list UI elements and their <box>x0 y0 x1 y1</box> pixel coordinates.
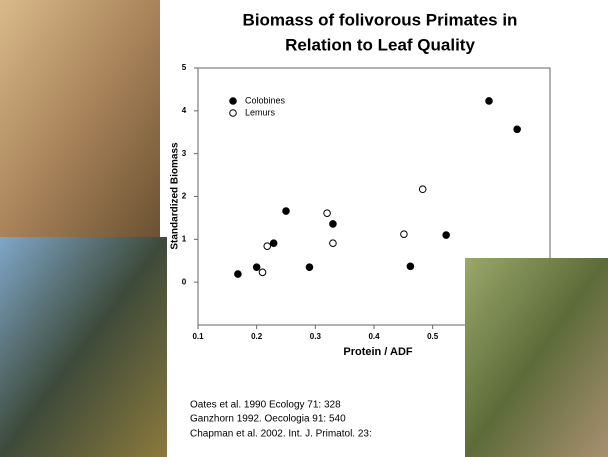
x-tick-label: 0.5 <box>427 332 439 341</box>
point <box>253 264 260 271</box>
x-tick-label: 0.3 <box>310 332 322 341</box>
point <box>419 186 426 193</box>
point <box>401 231 408 238</box>
y-tick-label: 5 <box>182 63 187 72</box>
reference: Oates et al. 1990 Ecology 71: 328 <box>190 400 341 411</box>
y-tick-label: 3 <box>182 149 187 158</box>
point <box>324 210 331 217</box>
point <box>270 240 277 247</box>
y-axis-label: Standardized Biomass <box>170 142 181 250</box>
title-line: Relation to Leaf Quality <box>285 35 475 54</box>
x-tick-label: 0.4 <box>368 332 380 341</box>
point <box>264 243 271 250</box>
photo-sifaka <box>465 258 608 457</box>
legend-label: Colobines <box>245 95 286 105</box>
point <box>259 269 266 276</box>
point <box>330 221 337 228</box>
point <box>283 208 290 215</box>
point <box>235 271 242 278</box>
title-line: Biomass of folivorous Primates in <box>243 10 518 29</box>
legend-label: Lemurs <box>245 107 276 117</box>
x-tick-label: 0.1 <box>192 332 204 341</box>
x-tick-label: 0.2 <box>251 332 263 341</box>
y-tick-label: 4 <box>182 106 187 115</box>
point <box>330 240 337 247</box>
legend-marker <box>230 98 237 105</box>
photo-colobus <box>0 237 167 457</box>
point <box>486 98 493 105</box>
point <box>407 263 414 270</box>
point <box>306 264 313 271</box>
point <box>443 232 450 239</box>
y-tick-label: 1 <box>182 234 187 243</box>
legend-marker <box>230 110 237 117</box>
reference: Ganzhorn 1992. Oecologia 91: 540 <box>190 414 346 425</box>
reference: Chapman et al. 2002. Int. J. Primatol. 2… <box>190 429 372 440</box>
photo-langur <box>0 0 160 237</box>
point <box>514 126 521 133</box>
y-tick-label: 0 <box>182 277 187 286</box>
slide: Standardized Biomass Protein / ADF 0 1 2 3 4… <box>0 0 608 457</box>
x-axis-label: Protein / ADF <box>343 346 413 358</box>
y-tick-label: 2 <box>182 192 187 201</box>
